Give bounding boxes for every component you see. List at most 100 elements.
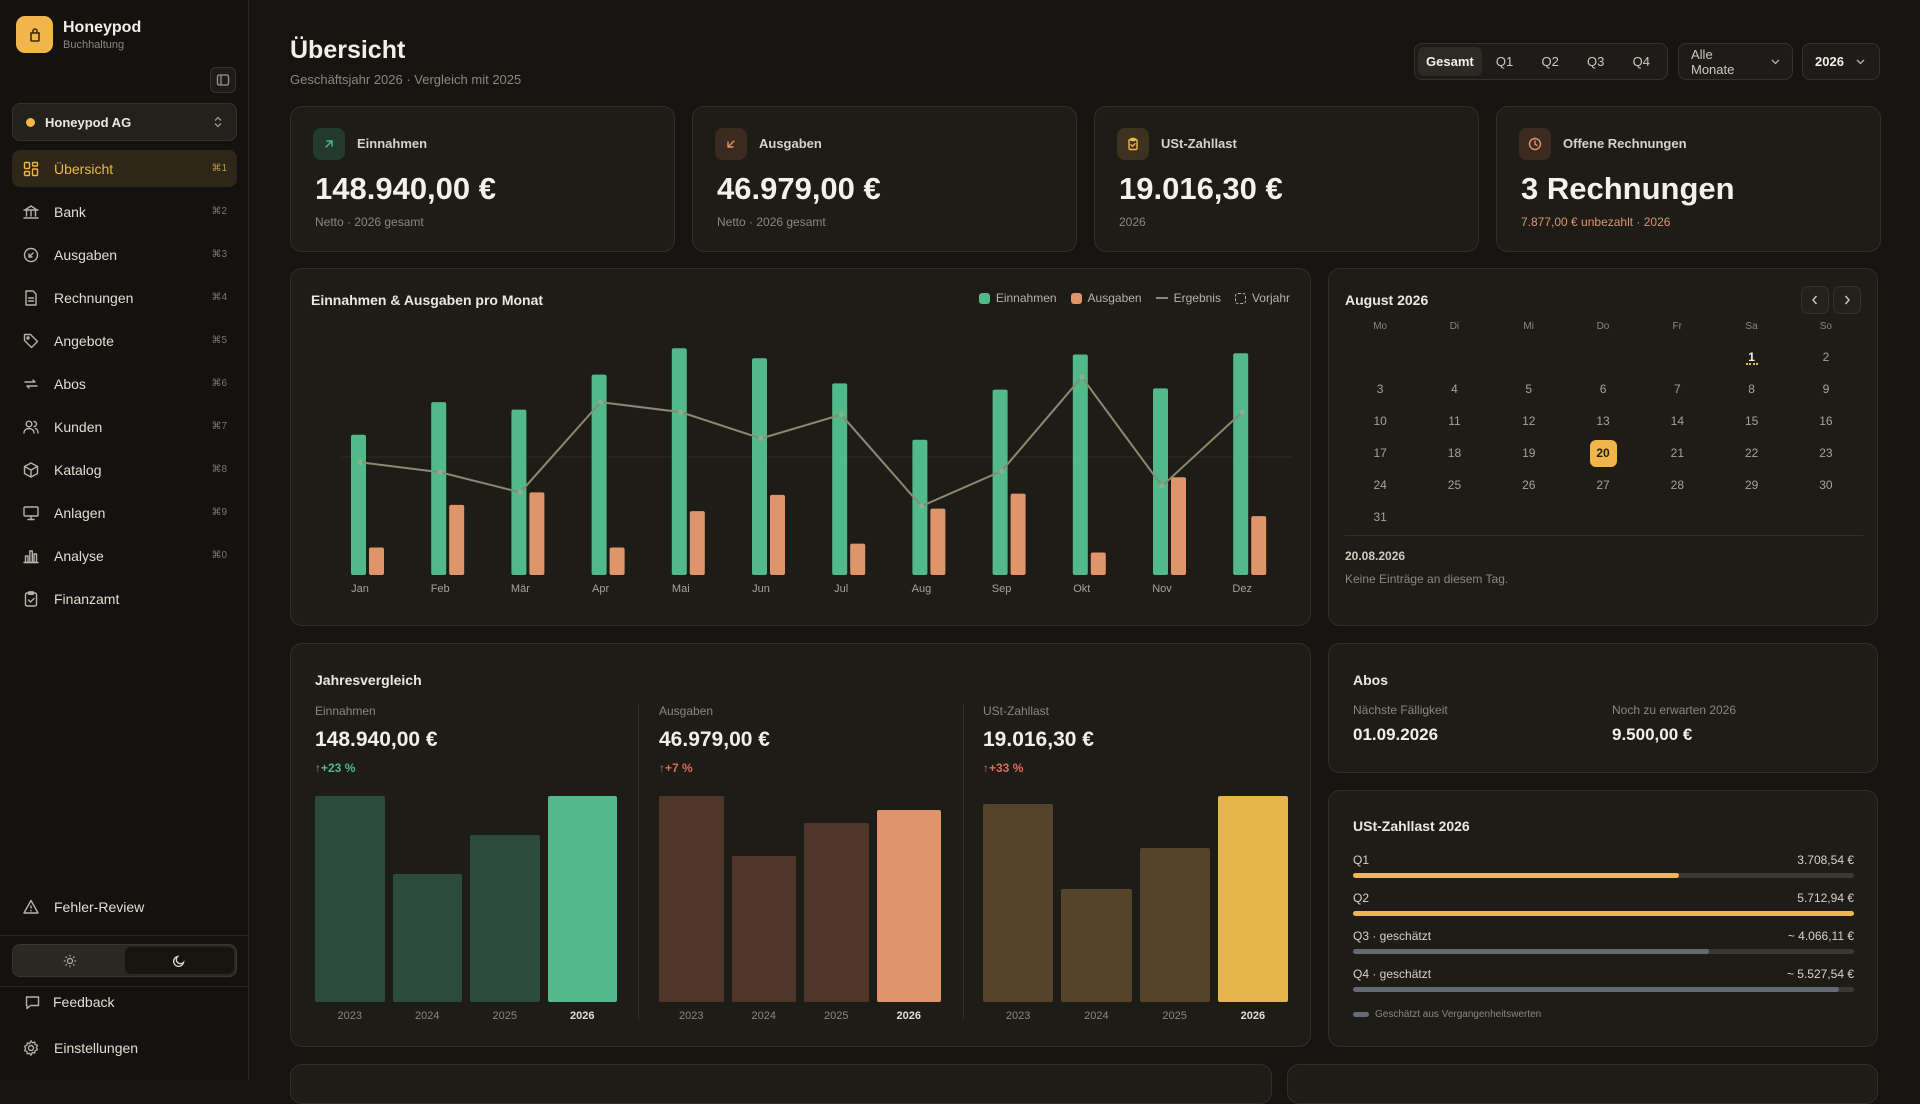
yearly-bar-2025[interactable]	[1140, 848, 1210, 1003]
sidebar-collapse-button[interactable]	[210, 67, 236, 93]
calendar-day[interactable]: 22	[1714, 437, 1788, 469]
result-point-Dez[interactable]	[1240, 410, 1245, 415]
result-point-Sep[interactable]	[999, 469, 1004, 474]
org-switcher[interactable]: Honeypod AG	[12, 103, 237, 141]
calendar-day[interactable]: 11	[1417, 405, 1491, 437]
theme-toggle[interactable]	[12, 944, 237, 977]
yearly-bar-2026[interactable]	[877, 810, 942, 1002]
calendar-day[interactable]: 30	[1789, 469, 1863, 501]
period-tab-q3[interactable]: Q3	[1573, 47, 1619, 76]
income-bar-Jul[interactable]	[832, 383, 847, 575]
result-point-Jan[interactable]	[358, 460, 363, 465]
expense-bar-Mär[interactable]	[529, 492, 544, 575]
calendar-day[interactable]: 9	[1789, 373, 1863, 405]
calendar-day[interactable]: 1	[1714, 341, 1788, 373]
income-bar-Dez[interactable]	[1233, 353, 1248, 575]
calendar-day[interactable]: 8	[1714, 373, 1788, 405]
period-tab-q2[interactable]: Q2	[1527, 47, 1573, 76]
calendar-day[interactable]: 3	[1343, 373, 1417, 405]
calendar-day[interactable]: 23	[1789, 437, 1863, 469]
expense-bar-Jan[interactable]	[369, 547, 384, 575]
settings-button[interactable]: Einstellungen	[12, 1030, 237, 1066]
yearly-bar-2025[interactable]	[804, 823, 869, 1002]
period-tab-gesamt[interactable]: Gesamt	[1418, 47, 1482, 76]
expense-bar-Okt[interactable]	[1091, 552, 1106, 575]
sidebar-item-ausgaben[interactable]: Ausgaben⌘3	[12, 236, 237, 273]
calendar-day[interactable]: 29	[1714, 469, 1788, 501]
result-point-Mai[interactable]	[678, 410, 683, 415]
expense-bar-Jun[interactable]	[770, 495, 785, 575]
yearly-bar-2025[interactable]	[470, 835, 540, 1002]
result-point-Apr[interactable]	[598, 400, 603, 405]
calendar-day[interactable]: 17	[1343, 437, 1417, 469]
expense-bar-Aug[interactable]	[930, 509, 945, 575]
calendar-prev-button[interactable]	[1801, 286, 1829, 314]
result-point-Jul[interactable]	[839, 412, 844, 417]
calendar-day[interactable]: 18	[1417, 437, 1491, 469]
yearly-bar-2023[interactable]	[983, 804, 1053, 1002]
calendar-day[interactable]: 15	[1714, 405, 1788, 437]
expense-bar-Jul[interactable]	[850, 544, 865, 575]
calendar-day[interactable]: 2	[1789, 341, 1863, 373]
brand[interactable]: Honeypod Buchhaltung	[16, 16, 141, 53]
sidebar-item-analyse[interactable]: Analyse⌘0	[12, 537, 237, 574]
yearly-bar-2026[interactable]	[548, 796, 618, 1002]
months-select[interactable]: Alle Monate	[1678, 43, 1793, 80]
calendar-day[interactable]: 20	[1566, 437, 1640, 469]
expense-bar-Feb[interactable]	[449, 505, 464, 575]
calendar-day[interactable]: 31	[1343, 501, 1417, 533]
calendar-day[interactable]: 12	[1492, 405, 1566, 437]
expense-bar-Mai[interactable]	[690, 511, 705, 575]
income-bar-Sep[interactable]	[993, 390, 1008, 575]
calendar-day[interactable]: 6	[1566, 373, 1640, 405]
result-point-Mär[interactable]	[518, 490, 523, 495]
income-bar-Jan[interactable]	[351, 435, 366, 575]
calendar-day[interactable]: 10	[1343, 405, 1417, 437]
result-point-Jun[interactable]	[759, 436, 764, 441]
income-bar-Okt[interactable]	[1073, 355, 1088, 575]
sidebar-item-übersicht[interactable]: Übersicht⌘1	[12, 150, 237, 187]
sidebar-item-abos[interactable]: Abos⌘6	[12, 365, 237, 402]
sidebar-item-katalog[interactable]: Katalog⌘8	[12, 451, 237, 488]
year-select[interactable]: 2026	[1802, 43, 1880, 80]
sidebar-item-kunden[interactable]: Kunden⌘7	[12, 408, 237, 445]
yearly-bar-2024[interactable]	[393, 874, 463, 1002]
calendar-day[interactable]: 27	[1566, 469, 1640, 501]
sidebar-item-fehler-review[interactable]: Fehler-Review	[12, 889, 237, 925]
yearly-bar-2024[interactable]	[1061, 889, 1131, 1002]
calendar-day[interactable]: 19	[1492, 437, 1566, 469]
expense-bar-Dez[interactable]	[1251, 516, 1266, 575]
calendar-day[interactable]: 13	[1566, 405, 1640, 437]
expense-bar-Nov[interactable]	[1171, 477, 1186, 575]
sidebar-item-rechnungen[interactable]: Rechnungen⌘4	[12, 279, 237, 316]
sidebar-item-finanzamt[interactable]: Finanzamt	[12, 580, 237, 617]
feedback-button[interactable]: Feedback	[14, 984, 239, 1020]
calendar-day[interactable]: 5	[1492, 373, 1566, 405]
dark-mode-button[interactable]	[125, 947, 235, 974]
calendar-day[interactable]: 28	[1640, 469, 1714, 501]
light-mode-button[interactable]	[15, 947, 125, 974]
expense-bar-Apr[interactable]	[610, 547, 625, 575]
income-bar-Jun[interactable]	[752, 358, 767, 575]
result-point-Nov[interactable]	[1160, 484, 1165, 489]
income-bar-Mai[interactable]	[672, 348, 687, 575]
calendar-day[interactable]: 16	[1789, 405, 1863, 437]
calendar-day[interactable]: 4	[1417, 373, 1491, 405]
sidebar-item-angebote[interactable]: Angebote⌘5	[12, 322, 237, 359]
income-bar-Feb[interactable]	[431, 402, 446, 575]
result-point-Aug[interactable]	[919, 504, 924, 509]
calendar-day[interactable]: 14	[1640, 405, 1714, 437]
yearly-bar-2023[interactable]	[659, 796, 724, 1002]
yearly-bar-2026[interactable]	[1218, 796, 1288, 1002]
result-point-Okt[interactable]	[1079, 375, 1084, 380]
calendar-day[interactable]: 21	[1640, 437, 1714, 469]
period-tab-q1[interactable]: Q1	[1482, 47, 1528, 76]
sidebar-item-bank[interactable]: Bank⌘2	[12, 193, 237, 230]
calendar-day[interactable]: 26	[1492, 469, 1566, 501]
yearly-bar-2024[interactable]	[732, 856, 797, 1002]
result-point-Feb[interactable]	[438, 470, 443, 475]
